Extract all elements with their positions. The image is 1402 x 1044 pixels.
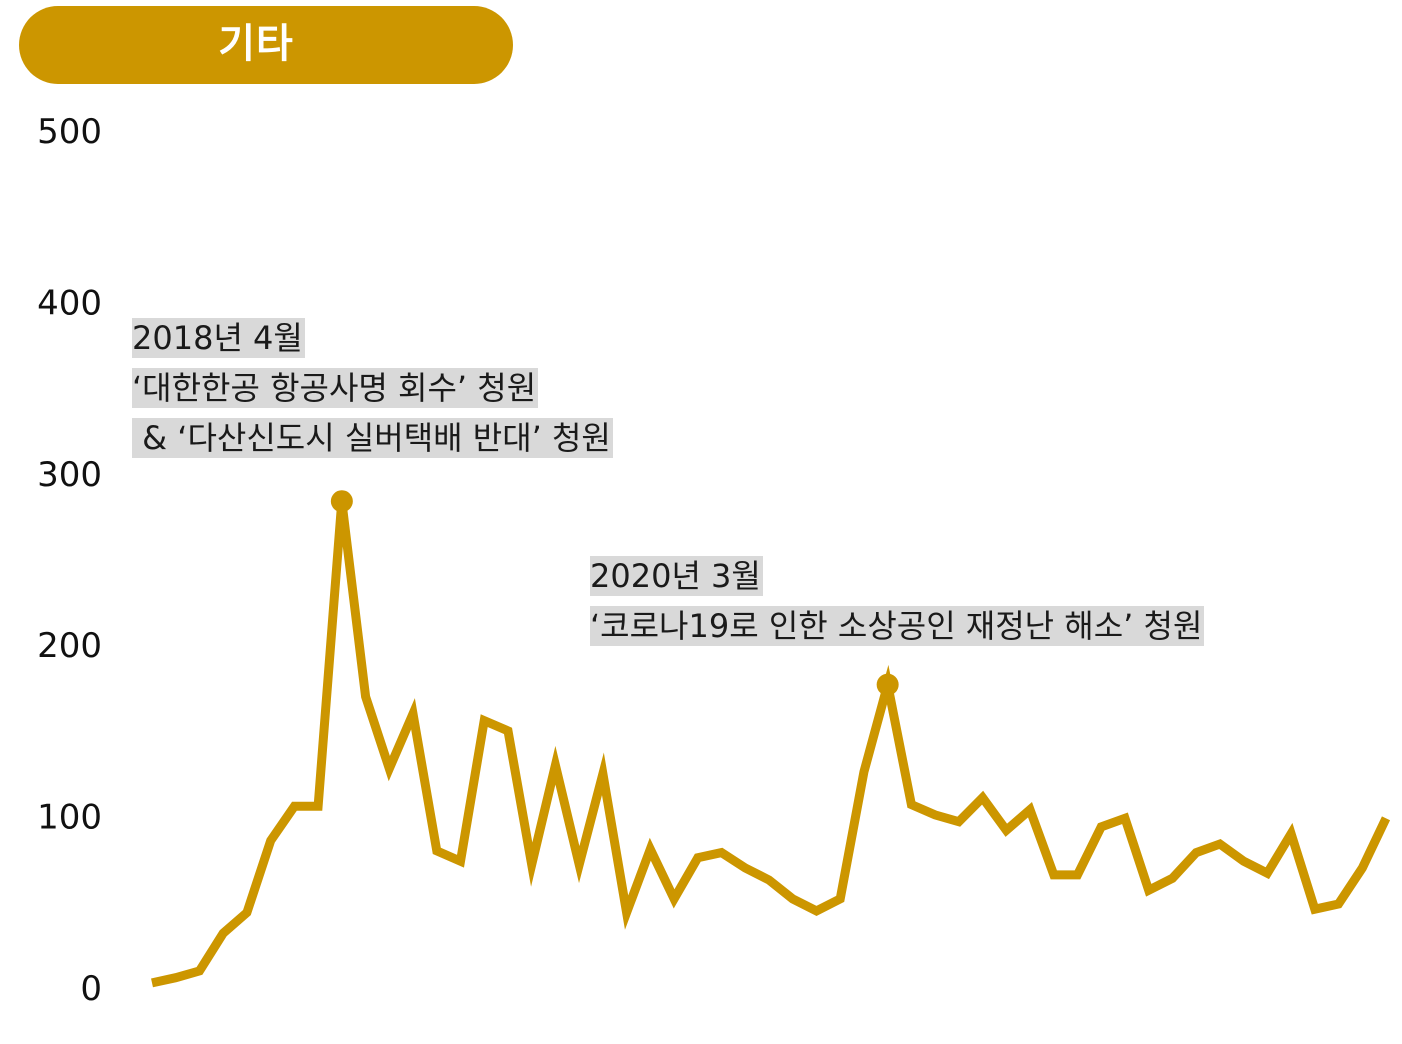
annotation-2018-peak: 2018년 4월 ‘대한한공 항공사명 회수’ 청원 & ‘다산신도시 실버택배…: [132, 314, 613, 464]
peak-marker: [330, 490, 353, 513]
y-tick-label: 0: [80, 969, 102, 1009]
y-tick-label: 500: [37, 112, 102, 152]
y-tick-label: 400: [37, 283, 102, 323]
marker-layer: [330, 490, 899, 696]
annotation-line: & ‘다산신도시 실버택배 반대’ 청원: [132, 418, 613, 458]
y-tick-label: 200: [37, 626, 102, 666]
annotation-line: 2018년 4월: [132, 318, 305, 358]
annotation-line: ‘코로나19로 인한 소상공인 재정난 해소’ 청원: [590, 606, 1205, 646]
annotation-line: 2020년 3월: [590, 556, 763, 596]
chart-title: 기타: [218, 21, 294, 67]
y-axis: 0 100 200 300 400 500: [37, 112, 102, 1009]
series-layer: [151, 500, 1391, 988]
annotation-line: ‘대한한공 항공사명 회수’ 청원: [132, 368, 539, 408]
annotation-2020-peak: 2020년 3월 ‘코로나19로 인한 소상공인 재정난 해소’ 청원: [590, 552, 1205, 652]
peak-marker: [876, 673, 899, 696]
y-tick-label: 300: [37, 455, 102, 495]
series-line: [151, 500, 1391, 988]
chart-title-badge: 기타: [19, 6, 513, 84]
y-tick-label: 100: [37, 798, 102, 838]
